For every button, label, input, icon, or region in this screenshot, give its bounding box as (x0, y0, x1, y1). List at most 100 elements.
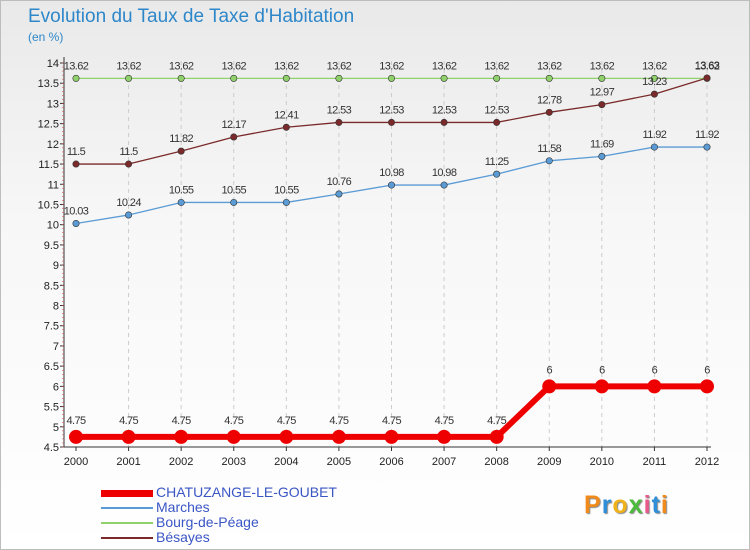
legend-swatch (101, 507, 153, 509)
data-label: 4.75 (277, 415, 296, 427)
data-point (125, 211, 133, 219)
x-tick-label: 2001 (116, 456, 140, 468)
data-point (331, 429, 346, 444)
x-tick-label: 2012 (695, 456, 719, 468)
data-point (489, 429, 504, 444)
data-point (703, 74, 711, 82)
data-point (493, 170, 501, 178)
legend-swatch (101, 489, 153, 497)
y-tick-label: 14 (47, 58, 59, 70)
data-point (384, 429, 399, 444)
data-label: 4.75 (119, 415, 138, 427)
data-point (125, 74, 133, 82)
data-label: 10.55 (274, 184, 299, 196)
data-label: 10.55 (221, 184, 246, 196)
x-tick-label: 2009 (537, 456, 561, 468)
data-point (335, 118, 343, 126)
x-tick-label: 2008 (484, 456, 508, 468)
x-tick-label: 2010 (590, 456, 614, 468)
data-label: 6 (546, 364, 552, 376)
data-label: 11.69 (590, 138, 614, 150)
y-tick-label: 13.5 (38, 78, 59, 90)
data-point (230, 133, 238, 141)
data-point (440, 118, 448, 126)
data-label: 6 (652, 364, 658, 376)
data-point (440, 74, 448, 82)
data-label: 13.23 (642, 76, 667, 88)
data-point (72, 74, 80, 82)
data-label: 13.62 (274, 60, 299, 72)
data-point (72, 219, 80, 227)
data-label: 12.53 (327, 104, 352, 116)
data-point (387, 118, 395, 126)
x-tick-label: 2004 (274, 456, 298, 468)
data-label: 4.75 (487, 415, 506, 427)
data-label: 4.75 (172, 415, 191, 427)
legend-label: Bourg-de-Péage (156, 514, 259, 530)
y-tick-label: 11.5 (38, 159, 59, 171)
data-label: 11.5 (67, 146, 86, 158)
data-point (230, 74, 238, 82)
data-label: 13.62 (379, 60, 404, 72)
data-label: 12.41 (274, 109, 299, 121)
data-label: 13.62 (484, 60, 509, 72)
data-label: 12.17 (221, 119, 246, 131)
y-tick-label: 13 (47, 98, 59, 110)
data-label: 4.75 (66, 415, 85, 427)
data-point (647, 379, 662, 394)
y-tick-label: 6.5 (44, 361, 59, 373)
data-point (650, 90, 658, 98)
data-point (598, 152, 606, 160)
data-label: 13.62 (327, 60, 352, 72)
data-point (650, 143, 658, 151)
data-point (437, 429, 452, 444)
data-label: 6 (599, 364, 605, 376)
data-point (177, 198, 185, 206)
data-point (335, 190, 343, 198)
data-point (230, 198, 238, 206)
data-point (440, 181, 448, 189)
data-point (174, 429, 189, 444)
data-point (700, 379, 714, 394)
chart-title: Evolution du Taux de Taxe d'Habitation (28, 6, 355, 27)
x-tick-label: 2005 (327, 456, 351, 468)
data-label: 12.53 (432, 104, 457, 116)
data-point (598, 74, 606, 82)
x-tick-label: 2011 (643, 456, 667, 468)
y-tick-label: 9 (53, 260, 59, 272)
data-point (650, 74, 658, 82)
data-point (69, 429, 83, 444)
data-label: 10.76 (327, 176, 352, 188)
data-label: 12.78 (537, 94, 562, 106)
data-point (72, 160, 80, 168)
data-point (335, 74, 343, 82)
data-label: 13.63 (695, 60, 720, 72)
data-point (177, 147, 185, 155)
legend-swatch (101, 522, 153, 524)
data-label: 11.92 (643, 129, 667, 141)
y-tick-label: 9.5 (44, 240, 59, 252)
data-label: 13.62 (221, 60, 246, 72)
legend-swatch (101, 537, 153, 539)
data-label: 10.98 (379, 167, 404, 179)
y-tick-label: 5 (53, 422, 59, 434)
proxiti-logo: Proxiti (584, 491, 669, 519)
legend-label: CHATUZANGE-LE-GOUBET (156, 484, 337, 500)
data-point (121, 429, 136, 444)
data-point (387, 181, 395, 189)
y-tick-label: 4.5 (44, 442, 59, 454)
y-tick-label: 5.5 (44, 402, 59, 414)
data-label: 13.62 (695, 60, 720, 72)
x-tick-label: 2006 (379, 456, 403, 468)
data-point (594, 379, 609, 394)
data-label: 13.62 (432, 60, 457, 72)
x-tick-label: 2000 (64, 456, 88, 468)
data-label: 12.53 (484, 104, 509, 116)
data-point (125, 160, 133, 168)
y-tick-label: 12 (47, 139, 59, 151)
data-label: 12.53 (379, 104, 404, 116)
data-point (226, 429, 241, 444)
data-point (598, 101, 606, 109)
y-tick-label: 6 (53, 381, 59, 393)
